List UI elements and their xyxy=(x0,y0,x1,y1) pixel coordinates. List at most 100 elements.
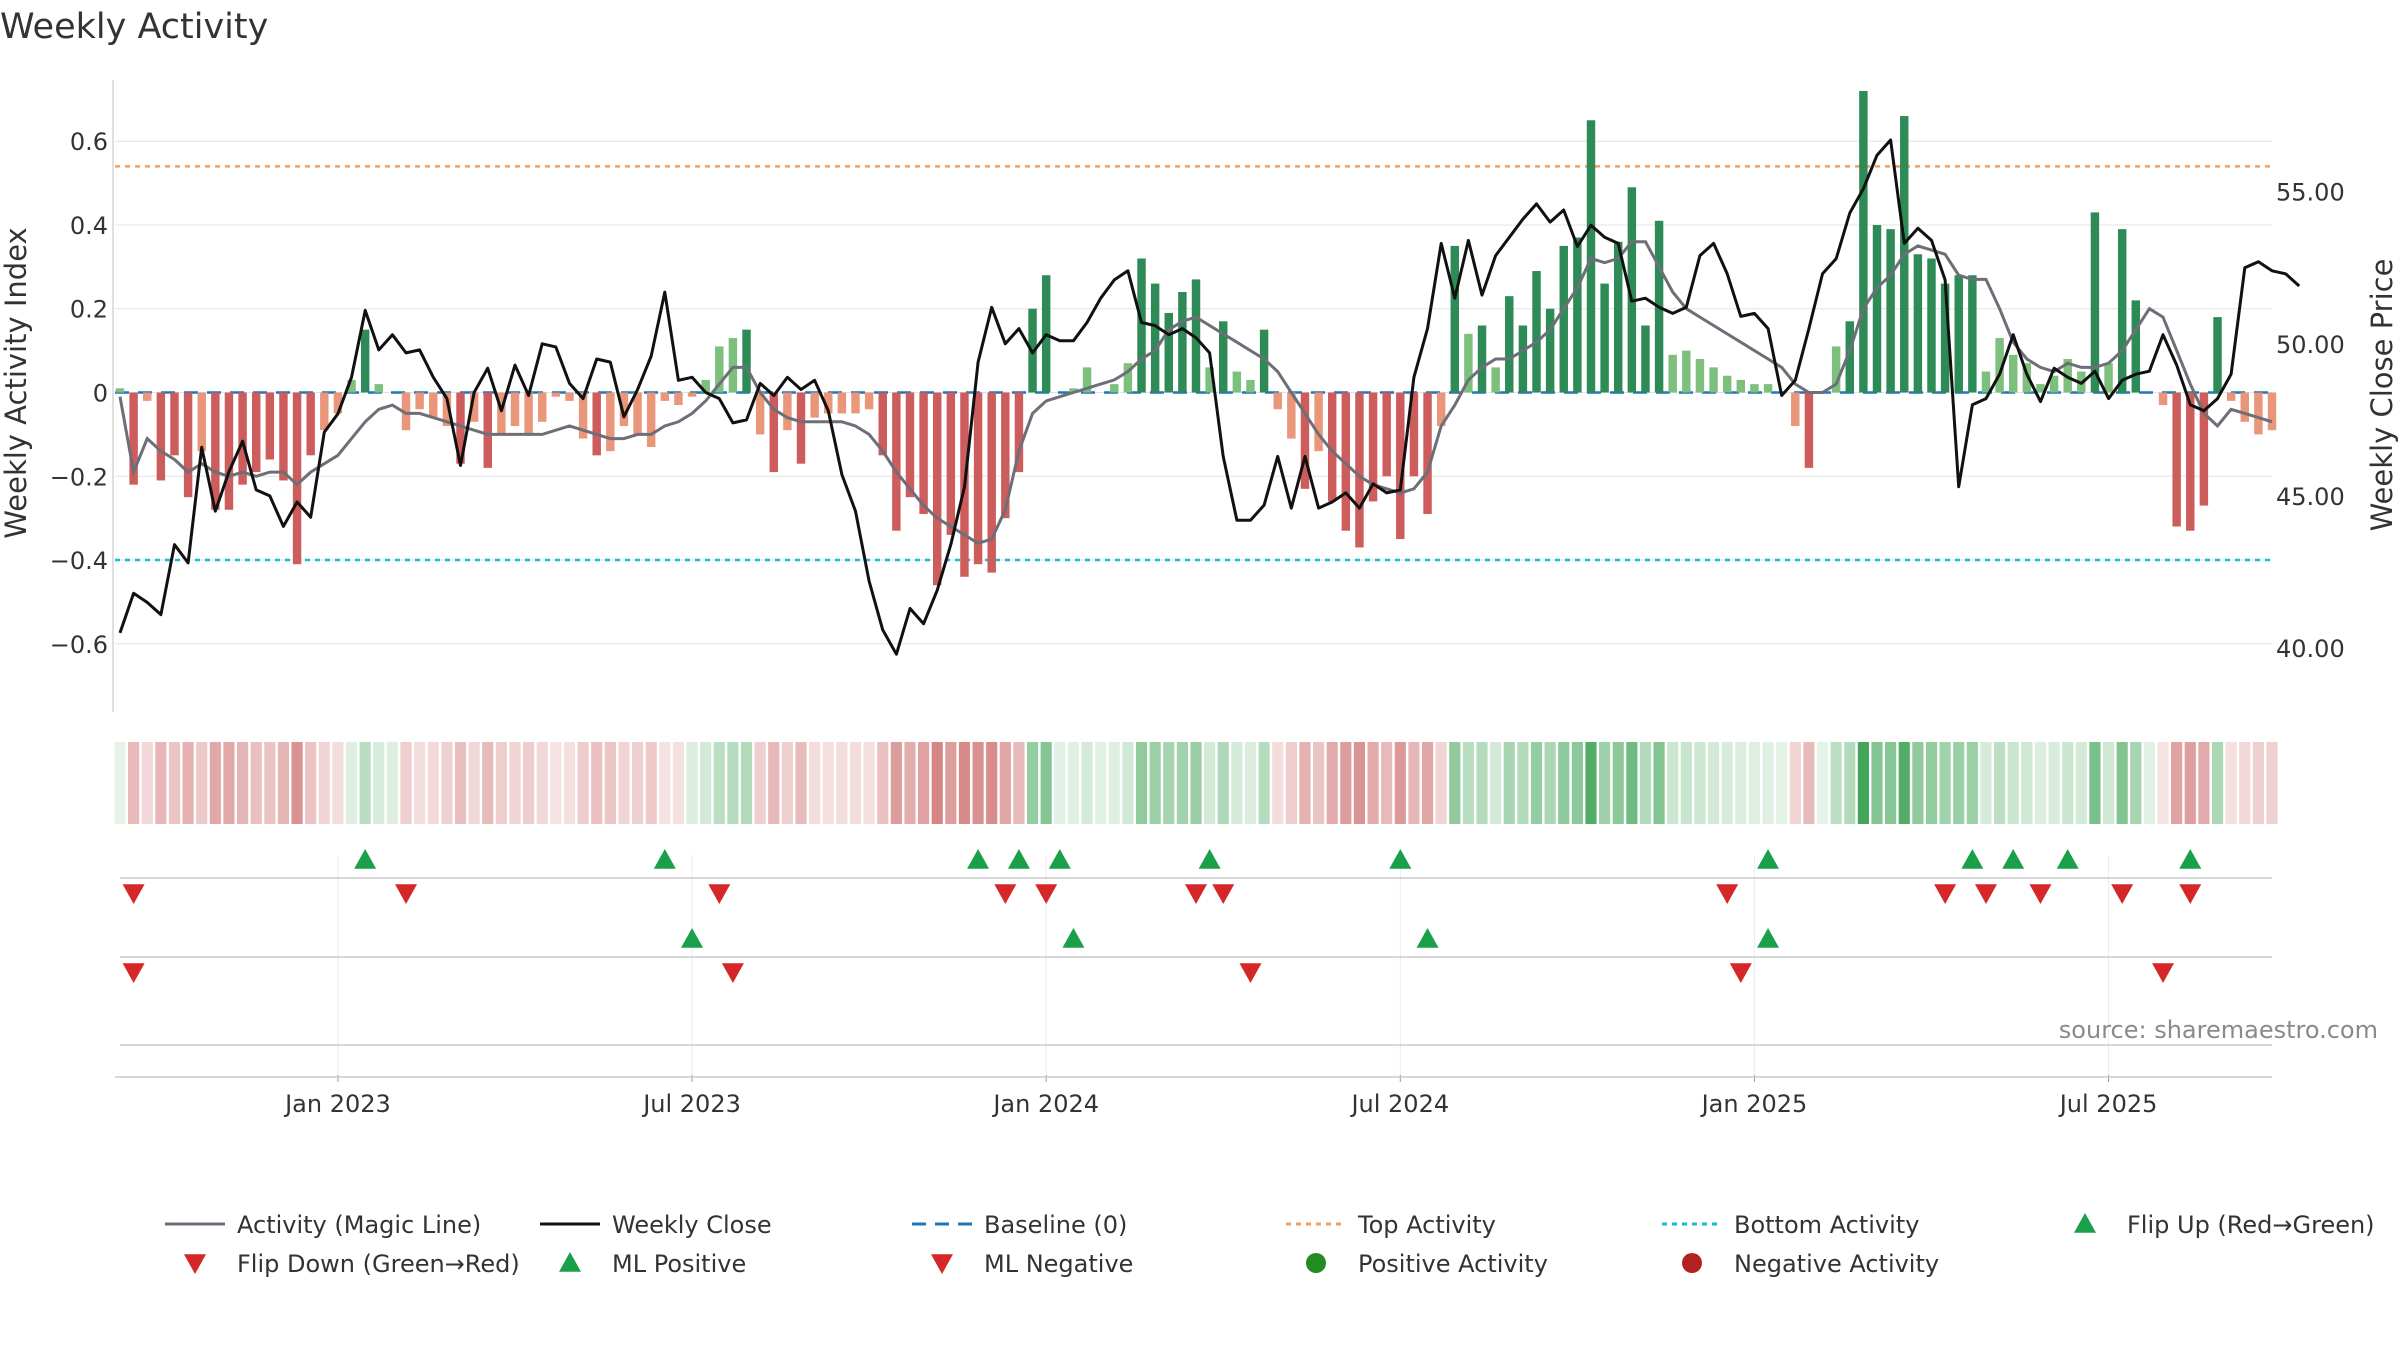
heatmap-cell xyxy=(250,742,262,824)
activity-bar xyxy=(646,392,656,447)
flip-up-marker xyxy=(1757,849,1780,869)
heatmap-cell xyxy=(1095,742,1107,824)
heatmap-cell xyxy=(836,742,848,824)
flip-down-marker xyxy=(1716,884,1739,904)
weekly-close-line xyxy=(118,138,2301,656)
heatmap-cell xyxy=(1381,742,1393,824)
activity-bar xyxy=(578,392,588,439)
activity-bar xyxy=(687,392,697,397)
heatmap-cell xyxy=(849,742,862,824)
activity-bar xyxy=(1069,388,1078,393)
y2-tick-label: 45.00 xyxy=(2276,483,2345,511)
heatmap-cell xyxy=(618,742,630,824)
flip-up-marker xyxy=(653,849,676,869)
activity-bar xyxy=(824,392,833,414)
heatmap-cell xyxy=(1435,742,1447,824)
heatmap-cell xyxy=(2211,742,2224,824)
activity-bar xyxy=(483,392,492,468)
activity-bar xyxy=(1831,346,1841,393)
heatmap-cell xyxy=(414,742,426,824)
activity-bar xyxy=(1600,283,1609,393)
activity-bar xyxy=(619,392,629,427)
heatmap-cell xyxy=(972,742,984,824)
y-tick-label: 0.6 xyxy=(70,128,108,156)
heatmap-cell xyxy=(1272,742,1284,824)
activity-bar xyxy=(347,379,356,393)
legend-label: Top Activity xyxy=(1357,1211,1496,1239)
activity-bar xyxy=(837,392,847,414)
activity-bar xyxy=(320,392,329,431)
activity-bar xyxy=(728,338,738,393)
flip-down-marker xyxy=(994,884,1017,904)
heatmap-cell xyxy=(700,742,712,824)
ml-positive-marker xyxy=(1416,928,1439,948)
x-tick-label: Jul 2023 xyxy=(641,1090,741,1118)
heatmap-cell xyxy=(2116,742,2128,824)
activity-bar xyxy=(2158,392,2168,406)
activity-bar xyxy=(1477,325,1487,393)
legend-swatch xyxy=(931,1254,953,1274)
activity-bar xyxy=(1545,308,1555,393)
legend-swatch xyxy=(1682,1253,1702,1273)
heatmap-cell xyxy=(1980,742,1992,824)
magic-line xyxy=(118,240,2273,545)
heatmap-cell xyxy=(1639,742,1652,824)
heatmap-cell xyxy=(1558,742,1570,824)
activity-bar xyxy=(1150,283,1160,393)
heatmap-cell xyxy=(2143,742,2156,824)
signal-marker-panels xyxy=(115,849,2272,1078)
activity-bar xyxy=(1137,258,1146,393)
x-tick-label: Jul 2024 xyxy=(1349,1090,1449,1118)
heatmap-cell xyxy=(986,742,998,824)
heatmap-cell xyxy=(223,742,235,824)
heatmap-cell xyxy=(2075,742,2087,824)
heatmap-cell xyxy=(1830,742,1842,824)
activity-bar xyxy=(360,329,370,393)
activity-bar xyxy=(265,392,275,460)
activity-bar xyxy=(1205,367,1214,393)
heatmap-cell xyxy=(277,742,290,824)
activity-bar xyxy=(2172,392,2181,527)
ml-positive-marker xyxy=(681,928,704,948)
heatmap-cell xyxy=(2171,742,2183,824)
activity-bar xyxy=(1232,371,1242,393)
heatmap-cell xyxy=(1394,742,1406,824)
activity-heatmap-strip xyxy=(114,742,2278,824)
legend-label: Baseline (0) xyxy=(984,1211,1127,1239)
heatmap-cell xyxy=(2034,742,2047,824)
flip-up-marker xyxy=(1389,849,1412,869)
x-tick-label: Jan 2024 xyxy=(991,1090,1099,1118)
activity-bar xyxy=(1436,392,1446,427)
activity-bar xyxy=(2240,392,2249,422)
heatmap-cell xyxy=(2239,742,2251,824)
activity-bar xyxy=(1287,392,1296,439)
heatmap-cell xyxy=(2048,742,2060,824)
activity-bar xyxy=(442,392,452,427)
flip-down-marker xyxy=(1212,884,1235,904)
activity-bar xyxy=(1014,392,1024,473)
heatmap-cell xyxy=(1803,742,1815,824)
legend-swatch xyxy=(1306,1253,1326,1273)
heatmap-cell xyxy=(2007,742,2019,824)
line-series xyxy=(118,138,2301,656)
heatmap-cell xyxy=(1285,742,1297,824)
flip-up-marker xyxy=(1048,849,1071,869)
heatmap-cell xyxy=(1667,742,1679,824)
activity-bar xyxy=(1709,367,1718,393)
activity-bar xyxy=(510,392,520,427)
activity-bar xyxy=(783,392,792,431)
activity-bar xyxy=(1491,367,1500,393)
heatmap-cell xyxy=(482,742,494,824)
reference-lines xyxy=(115,165,2272,562)
activity-bar xyxy=(1614,241,1623,393)
legend-swatch xyxy=(559,1252,581,1272)
activity-bar xyxy=(2226,392,2236,401)
activity-bar xyxy=(1300,392,1310,489)
heatmap-cell xyxy=(809,742,821,824)
activity-bar xyxy=(1001,392,1010,519)
activity-bar xyxy=(633,392,642,435)
heatmap-cell xyxy=(427,742,439,824)
heatmap-cell xyxy=(1844,742,1856,824)
activity-bar xyxy=(606,392,615,452)
heatmap-cell xyxy=(318,742,330,824)
